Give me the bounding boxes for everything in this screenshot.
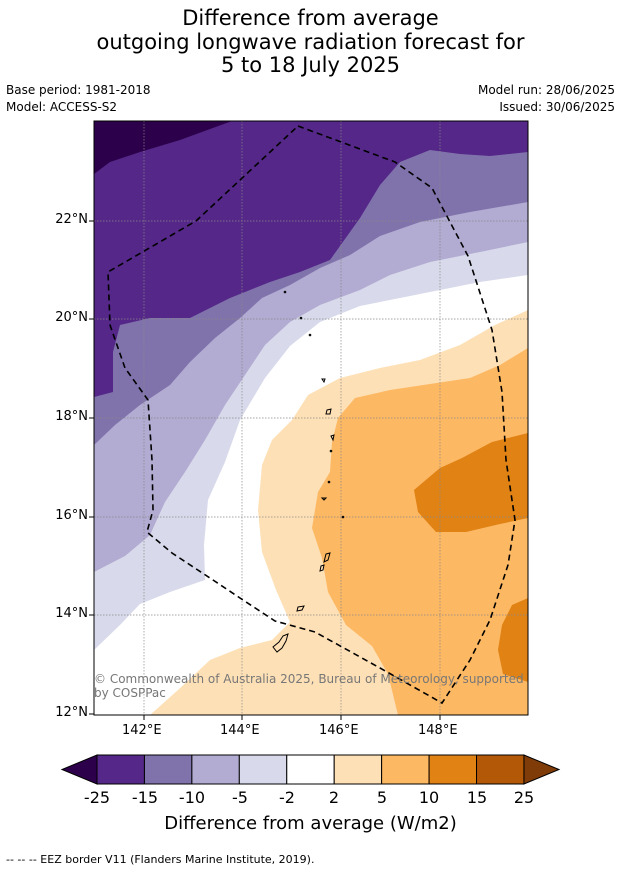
lon-label-146e: 146°E: [319, 723, 359, 738]
colorbar-box: [286, 754, 335, 785]
copyright-notice: © Commonwealth of Australia 2025, Bureau…: [94, 672, 524, 700]
colorbar-box: [96, 754, 145, 785]
island-pagan: [330, 434, 335, 442]
lat-label-12n: 12°N: [55, 705, 88, 720]
island-tinian: [319, 564, 325, 572]
island-sarigan: [341, 515, 345, 519]
colorbar-tick-label: 2: [328, 788, 340, 807]
band-plus-5: [312, 348, 528, 715]
island-agrihan: [325, 408, 332, 415]
colorbar-tick-label: 5: [376, 788, 388, 807]
graticule: [94, 121, 528, 715]
band-minus-25: [94, 121, 232, 174]
colorbar-box: [143, 754, 193, 785]
islands: [272, 290, 345, 653]
colorbar-tick-label: -25: [83, 788, 111, 807]
lat-label-16n: 16°N: [55, 508, 88, 523]
eez-legend-note: -- -- -- EEZ border V11 (Flanders Marine…: [6, 853, 315, 866]
colorbar: [60, 754, 561, 785]
lon-label-144e: 144°E: [220, 723, 260, 738]
colorbar-box: [381, 754, 430, 785]
colorbar-box: [191, 754, 240, 785]
colorbar-tick-label: -15: [131, 788, 159, 807]
issued-date: Issued: 30/06/2025: [499, 100, 615, 114]
island-anatahan: [320, 497, 328, 501]
island-alamagan: [327, 480, 331, 484]
colorbar-box: [428, 754, 478, 785]
colorbar-tick-label: 25: [513, 788, 535, 807]
colorbar-extend-low: [60, 754, 98, 785]
island-north-3: [308, 333, 312, 337]
model-run: Model run: 28/06/2025: [477, 83, 615, 97]
axis-ticks: [89, 220, 441, 720]
colorbar-tick-label: -2: [279, 788, 295, 807]
lat-label-22n: 22°N: [55, 212, 88, 227]
island-farallon: [321, 378, 326, 384]
title-line-3: 5 to 18 July 2025: [220, 53, 401, 77]
band-plus-10-south: [498, 598, 528, 682]
lon-label-142e: 142°E: [122, 723, 162, 738]
island-rota: [296, 605, 305, 612]
lat-label-14n: 14°N: [55, 606, 88, 621]
island-north-1: [283, 290, 287, 294]
base-period: Base period: 1981-2018: [6, 83, 151, 97]
colorbar-title: Difference from average (W/m2): [164, 813, 457, 834]
colorbar-box: [476, 754, 525, 785]
eez-border: [107, 125, 516, 705]
island-saipan: [323, 552, 331, 563]
colorbar-box: [238, 754, 288, 785]
band-minus-15: [94, 121, 528, 397]
lat-label-20n: 20°N: [55, 310, 88, 325]
colorbar-tick-label: 15: [466, 788, 488, 807]
lat-label-18n: 18°N: [55, 409, 88, 424]
title-line-2: outgoing longwave radiation forecast for: [96, 30, 525, 54]
island-north-2: [299, 316, 303, 320]
model-name: Model: ACCESS-S2: [6, 100, 118, 114]
lon-label-148e: 148°E: [418, 723, 458, 738]
colorbar-tick-label: -5: [232, 788, 248, 807]
island-maug: [329, 449, 333, 453]
colorbar-extend-high: [523, 754, 561, 785]
colorbar-box: [333, 754, 383, 785]
colorbar-tick-label: 10: [418, 788, 440, 807]
island-guam: [272, 633, 289, 653]
colorbar-tick-label: -10: [178, 788, 206, 807]
band-plus-10: [414, 433, 528, 532]
title-line-1: Difference from average: [182, 6, 439, 30]
